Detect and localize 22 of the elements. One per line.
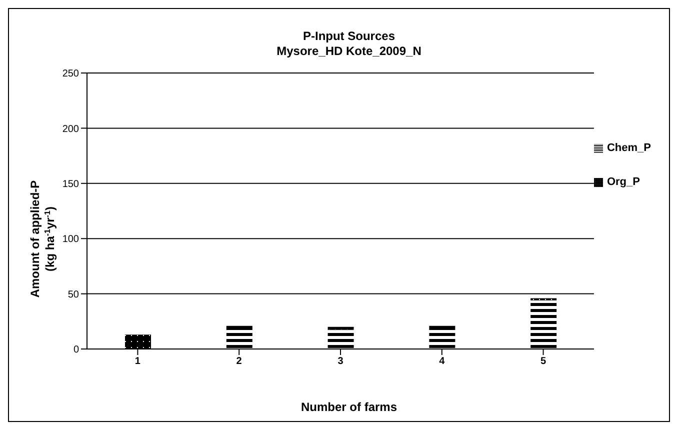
- x-tick-label: 5: [540, 356, 546, 368]
- x-tick-label: 3: [338, 356, 344, 368]
- y-tick-label: 200: [62, 124, 80, 135]
- bar: [226, 326, 252, 328]
- bar: [328, 329, 354, 349]
- y-tick-label: 250: [62, 68, 80, 80]
- bar: [328, 326, 354, 330]
- y-tick-label: 100: [62, 234, 80, 246]
- y-tick-label: 50: [68, 289, 80, 300]
- x-tick-label: 4: [439, 356, 446, 368]
- bar: [429, 328, 456, 349]
- y-tick-label: 150: [62, 178, 80, 190]
- bar: [429, 326, 456, 328]
- bar: [226, 328, 252, 349]
- legend-label: Chem_P: [606, 142, 651, 154]
- x-tick-label: 2: [236, 356, 242, 368]
- y-tick-label: 0: [73, 344, 80, 356]
- chart-title: P-Input Sources Mysore_HD Kote_2009_N: [276, 29, 422, 58]
- x-axis-title: Number of farms: [300, 400, 398, 414]
- bar: [125, 334, 151, 349]
- x-tick-label: 1: [134, 356, 141, 368]
- legend-label: Org_P: [606, 176, 640, 188]
